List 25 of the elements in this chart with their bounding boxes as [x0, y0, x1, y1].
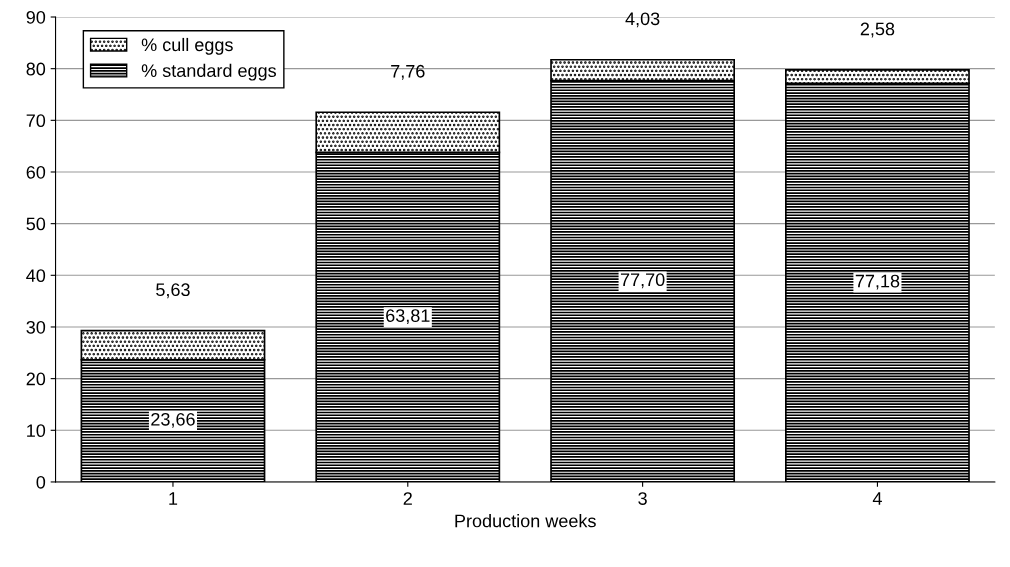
y-tick-label: 70: [26, 114, 46, 128]
legend-label: % cull eggs: [141, 37, 233, 55]
data-label: 23,66: [151, 412, 195, 428]
y-tick-label: 60: [26, 165, 46, 179]
y-tick-label: 40: [26, 269, 46, 283]
x-tick-label: 1: [169, 492, 178, 505]
y-tick-label: 30: [26, 320, 46, 334]
data-label: 4,03: [625, 12, 660, 28]
data-label: 7,76: [391, 64, 425, 80]
y-tick-label: 50: [26, 217, 46, 231]
legend-label: % standard eggs: [141, 63, 276, 81]
y-tick-label: 10: [27, 424, 46, 438]
y-tick-label: 80: [26, 62, 46, 76]
x-axis-title: Production weeks: [455, 514, 596, 528]
y-tick-label: 20: [26, 372, 46, 386]
data-label: 5,63: [156, 283, 190, 299]
data-label: 63,81: [386, 309, 430, 325]
data-label: 77,18: [855, 274, 900, 290]
x-tick-label: 2: [403, 492, 412, 505]
x-tick-label: 4: [872, 492, 882, 505]
data-label: 77,70: [620, 273, 665, 289]
data-label: 2,58: [860, 22, 895, 38]
x-tick-label: 3: [638, 492, 647, 505]
y-tick-label: 0: [36, 475, 46, 489]
y-tick-label: 90: [26, 10, 46, 24]
